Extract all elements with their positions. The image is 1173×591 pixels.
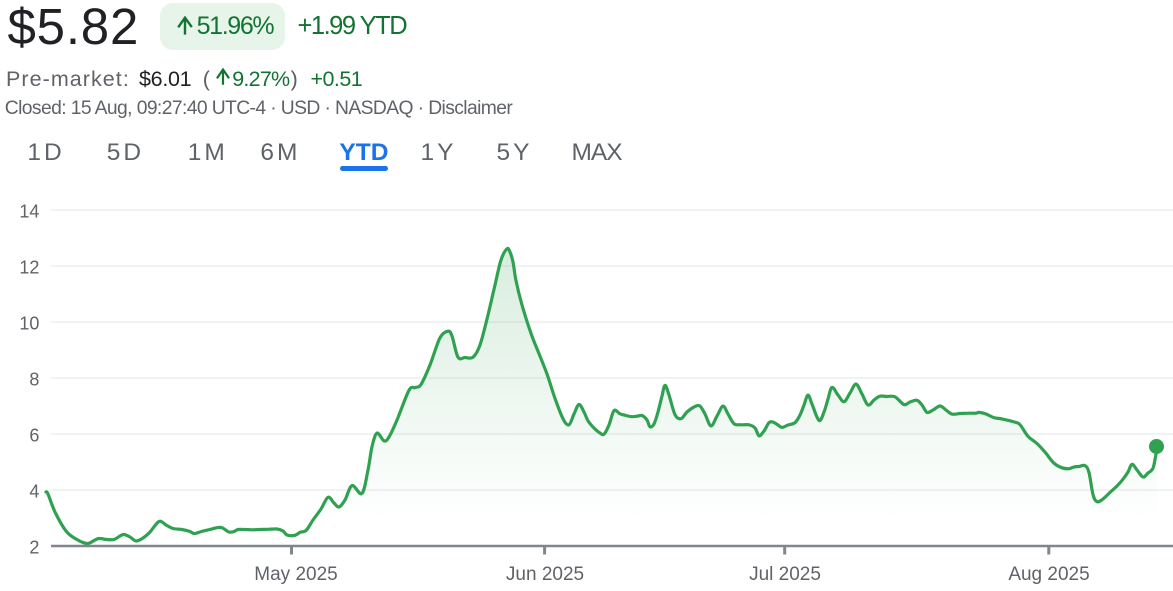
svg-text:6: 6 xyxy=(29,426,39,446)
svg-text:Aug 2025: Aug 2025 xyxy=(1008,564,1089,585)
svg-text:10: 10 xyxy=(19,314,39,334)
svg-text:4: 4 xyxy=(29,482,39,502)
svg-text:Jul 2025: Jul 2025 xyxy=(749,564,821,585)
svg-text:12: 12 xyxy=(19,258,39,278)
svg-text:2: 2 xyxy=(29,538,39,558)
svg-text:May 2025: May 2025 xyxy=(254,564,337,585)
svg-text:14: 14 xyxy=(19,202,39,222)
svg-text:8: 8 xyxy=(29,370,39,390)
svg-text:Jun 2025: Jun 2025 xyxy=(506,564,584,585)
